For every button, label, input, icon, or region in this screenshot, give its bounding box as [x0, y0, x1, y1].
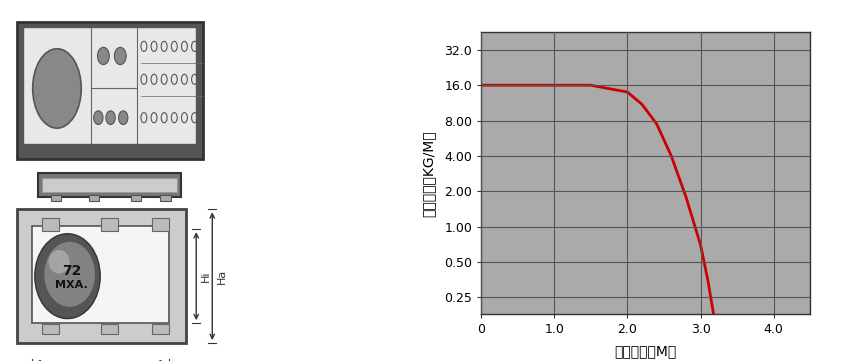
FancyBboxPatch shape	[42, 324, 59, 334]
Ellipse shape	[33, 49, 81, 128]
FancyBboxPatch shape	[101, 218, 118, 231]
FancyBboxPatch shape	[51, 195, 62, 201]
FancyBboxPatch shape	[38, 173, 181, 197]
FancyBboxPatch shape	[17, 209, 186, 343]
FancyBboxPatch shape	[101, 324, 118, 334]
FancyBboxPatch shape	[32, 226, 169, 323]
FancyBboxPatch shape	[152, 324, 169, 334]
FancyBboxPatch shape	[24, 27, 197, 144]
Ellipse shape	[118, 111, 128, 125]
Ellipse shape	[94, 111, 103, 125]
FancyBboxPatch shape	[42, 218, 59, 231]
Text: Hi: Hi	[202, 270, 211, 282]
FancyBboxPatch shape	[89, 195, 100, 201]
Text: Ha: Ha	[218, 269, 227, 284]
Text: 72: 72	[62, 264, 81, 278]
X-axis label: 架空長度（M）: 架空長度（M）	[614, 344, 677, 358]
Text: MXA.: MXA.	[56, 280, 88, 290]
Ellipse shape	[49, 250, 70, 274]
Ellipse shape	[114, 47, 127, 65]
Y-axis label: 承載重量（KG/M）: 承載重量（KG/M）	[422, 130, 436, 217]
Ellipse shape	[45, 242, 95, 307]
Ellipse shape	[106, 111, 115, 125]
FancyBboxPatch shape	[152, 218, 169, 231]
FancyBboxPatch shape	[17, 22, 203, 159]
FancyBboxPatch shape	[42, 178, 177, 192]
Ellipse shape	[35, 234, 100, 319]
Ellipse shape	[97, 47, 110, 65]
FancyBboxPatch shape	[131, 195, 142, 201]
FancyBboxPatch shape	[160, 195, 171, 201]
